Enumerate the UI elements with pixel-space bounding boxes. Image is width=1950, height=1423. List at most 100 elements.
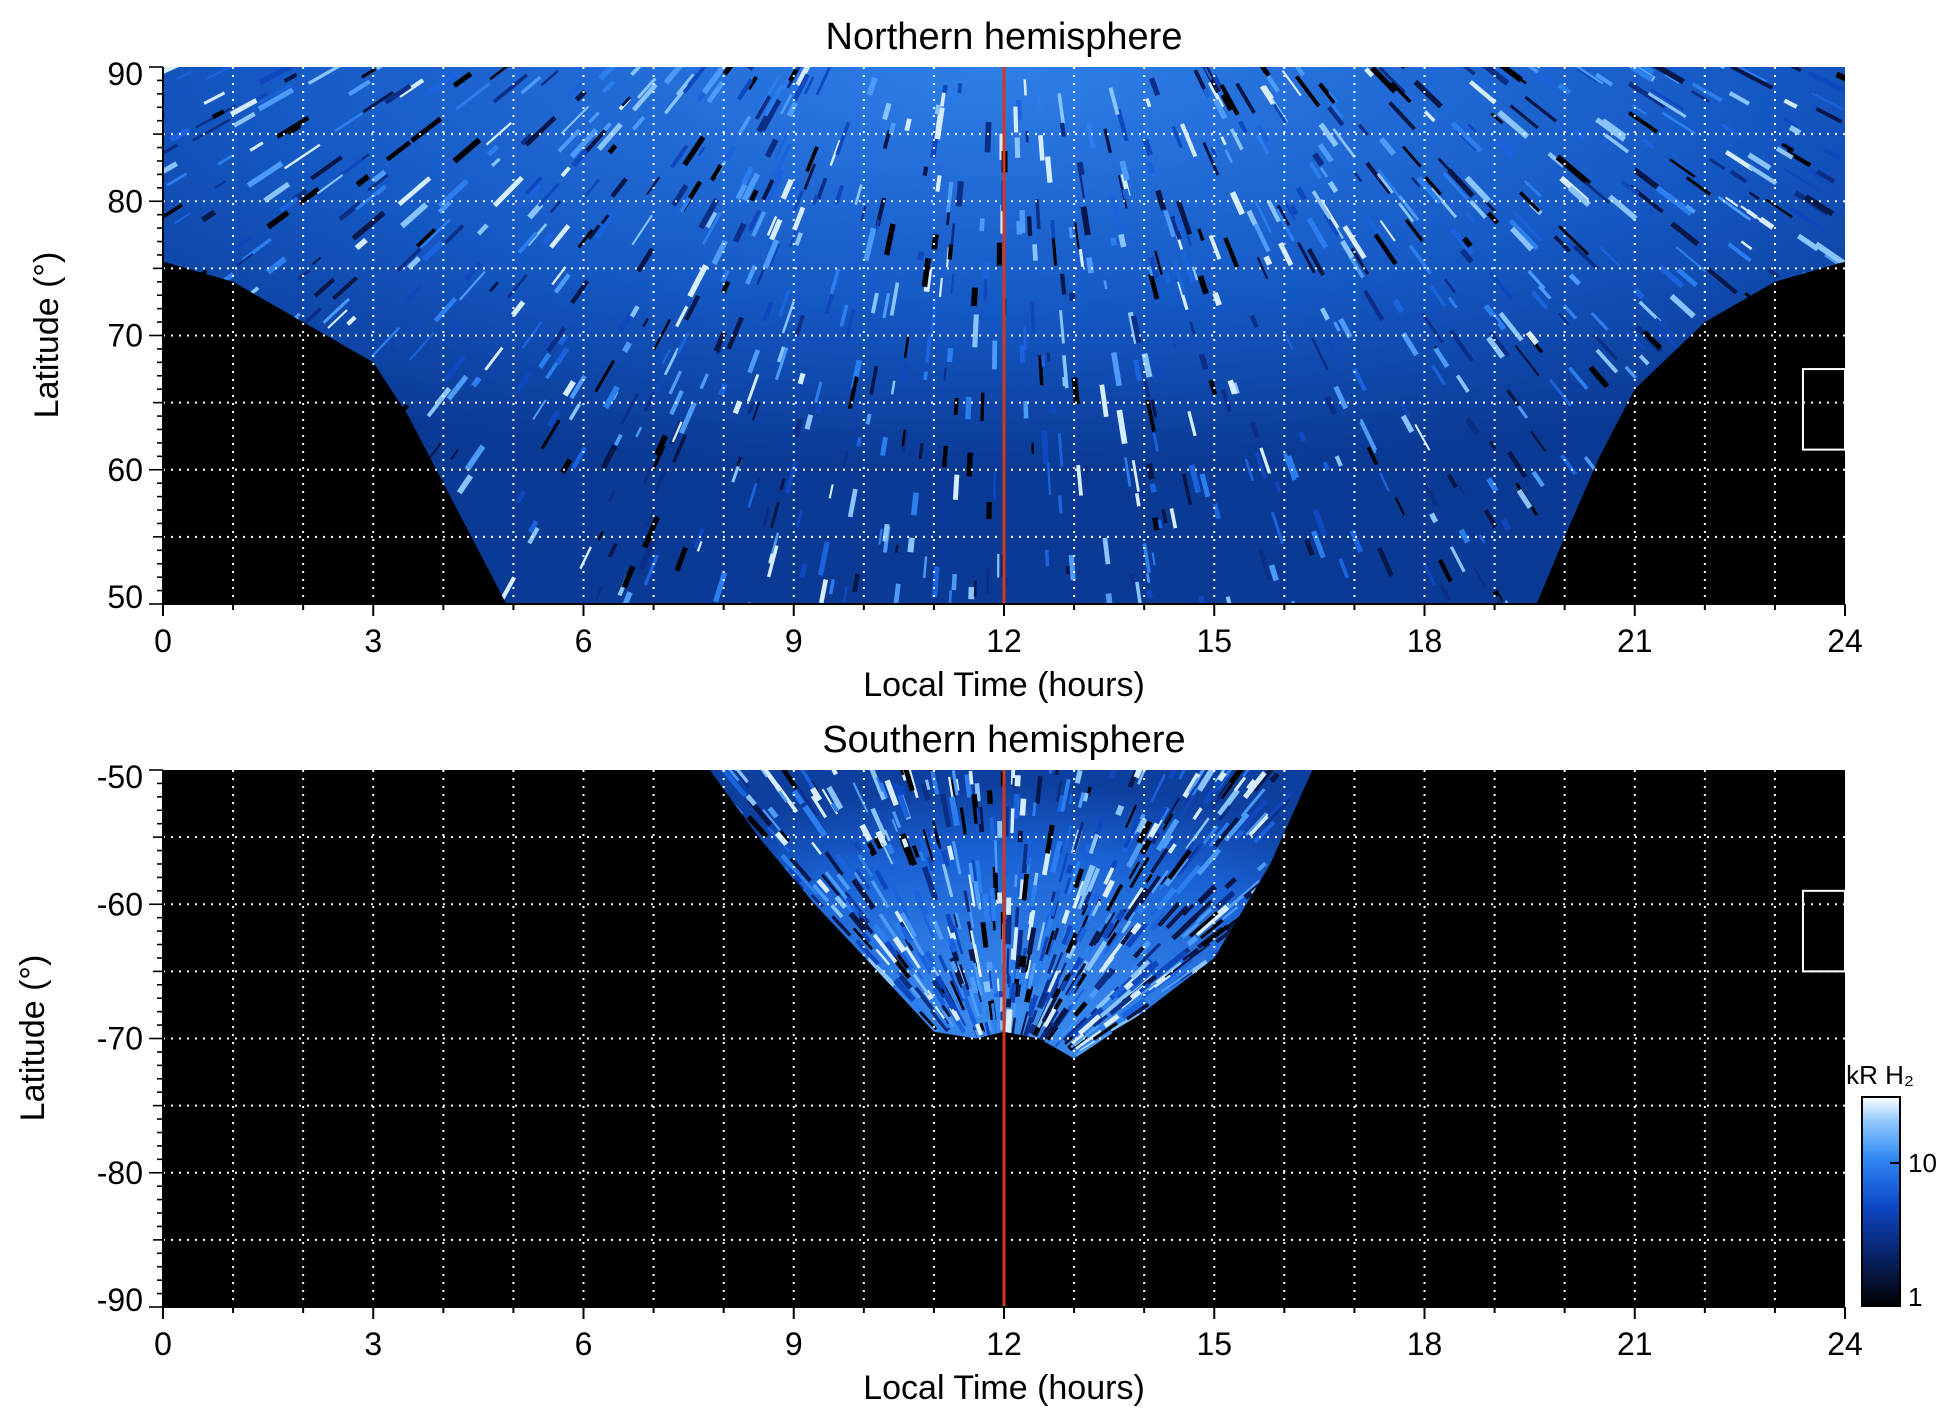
- emission-streak: [1035, 775, 1043, 805]
- emission-streak: [855, 939, 880, 966]
- emission-streak: [728, 770, 740, 782]
- emission-streak: [488, 611, 497, 627]
- emission-streak: [1448, 329, 1474, 363]
- emission-streak: [1071, 377, 1080, 405]
- emission-streak: [1122, 188, 1130, 199]
- emission-streak: [1041, 996, 1058, 1023]
- emission-streak: [1210, 147, 1218, 158]
- emission-streak: [968, 770, 974, 785]
- emission-streak: [957, 83, 963, 94]
- emission-streak: [734, 770, 749, 784]
- emission-streak: [1041, 849, 1052, 876]
- emission-streak: [661, 349, 671, 364]
- emission-streak: [246, 161, 284, 188]
- emission-streak: [754, 477, 761, 491]
- emission-streak: [1116, 409, 1128, 445]
- emission-streak: [380, 31, 418, 54]
- x-tick-label: 21: [1617, 623, 1653, 659]
- emission-streak: [486, 144, 500, 157]
- emission-streak: [570, 279, 590, 305]
- emission-streak: [1537, 284, 1552, 300]
- emission-streak: [1196, 848, 1222, 876]
- emission-streak: [976, 807, 981, 825]
- emission-streak: [1150, 399, 1158, 419]
- emission-streak: [1110, 194, 1123, 228]
- emission-streak: [865, 413, 872, 425]
- emission-streak: [1012, 793, 1020, 819]
- emission-streak: [1102, 879, 1115, 898]
- emission-streak: [1830, 4, 1866, 18]
- emission-streak: [973, 580, 977, 597]
- emission-streak: [922, 829, 935, 862]
- emission-streak: [1457, 122, 1469, 134]
- emission-streak: [1171, 125, 1183, 149]
- emission-streak: [1212, 291, 1222, 307]
- emission-streak: [1049, 770, 1053, 774]
- emission-streak: [723, 145, 736, 163]
- emission-streak: [63, 108, 86, 119]
- emission-streak: [1146, 573, 1151, 584]
- emission-streak: [456, 474, 474, 495]
- emission-streak: [1747, 152, 1772, 171]
- emission-streak: [1889, 106, 1925, 123]
- emission-streak: [1284, 333, 1294, 351]
- emission-streak: [1525, 700, 1537, 723]
- emission-streak: [1442, 172, 1469, 201]
- emission-streak: [1242, 770, 1267, 777]
- emission-streak: [761, 770, 783, 792]
- emission-streak: [971, 287, 978, 307]
- emission-streak: [1061, 909, 1071, 925]
- emission-streak: [1435, 0, 1462, 15]
- emission-streak: [1128, 861, 1141, 880]
- emission-streak: [1148, 273, 1160, 300]
- emission-streak: [926, 827, 932, 838]
- emission-streak: [749, 189, 759, 202]
- emission-streak: [278, 196, 299, 213]
- emission-streak: [1900, 368, 1925, 387]
- emission-streak: [1136, 942, 1162, 968]
- emission-streak: [1245, 812, 1267, 836]
- emission-streak: [1595, 15, 1633, 36]
- emission-streak: [1074, 770, 1083, 784]
- emission-streak: [1349, 529, 1364, 553]
- emission-streak: [1708, 157, 1726, 171]
- emission-streak: [1044, 913, 1052, 929]
- emission-streak: [1307, 248, 1326, 277]
- emission-streak: [1224, 877, 1237, 890]
- emission-streak: [1163, 209, 1176, 238]
- emission-streak: [1436, 31, 1444, 38]
- emission-streak: [949, 960, 959, 973]
- emission-streak: [1308, 161, 1323, 180]
- emission-streak: [1076, 161, 1085, 176]
- emission-streak: [1658, 265, 1685, 289]
- emission-streak: [1014, 874, 1018, 888]
- emission-streak: [816, 177, 828, 200]
- emission-streak: [1019, 798, 1027, 816]
- emission-streak: [67, 260, 86, 272]
- emission-streak: [1285, 649, 1294, 681]
- emission-streak: [3, 55, 15, 59]
- emission-streak: [1627, 81, 1667, 109]
- emission-streak: [1395, 661, 1399, 671]
- emission-streak: [778, 289, 791, 318]
- emission-streak: [1940, 493, 1950, 514]
- emission-streak: [1070, 1024, 1100, 1049]
- emission-streak: [1462, 67, 1476, 76]
- emission-streak: [747, 75, 758, 90]
- emission-streak: [1263, 719, 1267, 734]
- emission-streak: [1108, 770, 1119, 779]
- emission-streak: [853, 871, 863, 884]
- emission-streak: [1029, 618, 1030, 650]
- emission-streak: [406, 256, 421, 270]
- emission-streak: [710, 164, 723, 182]
- emission-streak: [201, 209, 217, 223]
- emission-streak: [278, 3, 314, 20]
- emission-streak: [882, 292, 891, 319]
- emission-streak: [805, 146, 819, 173]
- emission-streak: [1935, 523, 1947, 534]
- emission-streak: [904, 923, 925, 956]
- emission-streak: [670, 144, 689, 169]
- emission-streak: [706, 668, 713, 691]
- emission-streak: [161, 4, 194, 17]
- emission-streak: [869, 365, 879, 395]
